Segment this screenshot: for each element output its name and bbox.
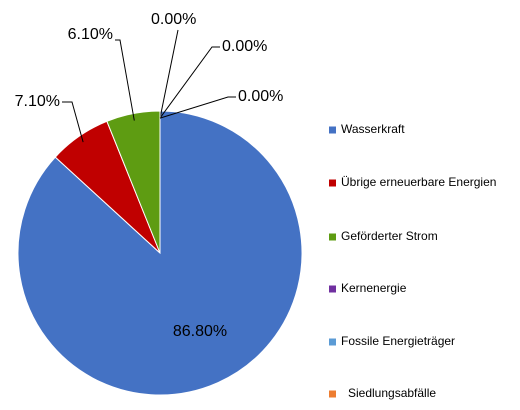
- legend-label: Fossile Energieträger: [341, 334, 455, 348]
- leader-line: [62, 101, 84, 143]
- legend-swatch: [329, 338, 336, 346]
- legend-label: Kernenergie: [341, 281, 407, 295]
- data-label: 0.00%: [151, 11, 196, 28]
- legend-label: Wasserkraft: [341, 122, 405, 136]
- data-label: 86.80%: [173, 323, 227, 340]
- data-label: 0.00%: [222, 38, 267, 55]
- leader-line: [159, 46, 220, 119]
- legend-swatch: [329, 233, 336, 241]
- legend-label: Übrige erneuerbare Energien: [341, 175, 496, 189]
- legend-swatch: [329, 390, 336, 398]
- legend-swatch: [329, 179, 336, 187]
- data-label: 0.00%: [238, 88, 283, 105]
- leader-line: [159, 29, 179, 119]
- legend-label: Siedlungsabfälle: [348, 386, 436, 400]
- leader-line: [115, 39, 135, 121]
- data-label: 6.10%: [68, 26, 113, 43]
- data-label: 7.10%: [15, 93, 60, 110]
- leader-line: [159, 96, 236, 119]
- legend-label: Geförderter Strom: [341, 229, 438, 243]
- legend-swatch: [329, 285, 336, 293]
- legend-swatch: [329, 126, 336, 134]
